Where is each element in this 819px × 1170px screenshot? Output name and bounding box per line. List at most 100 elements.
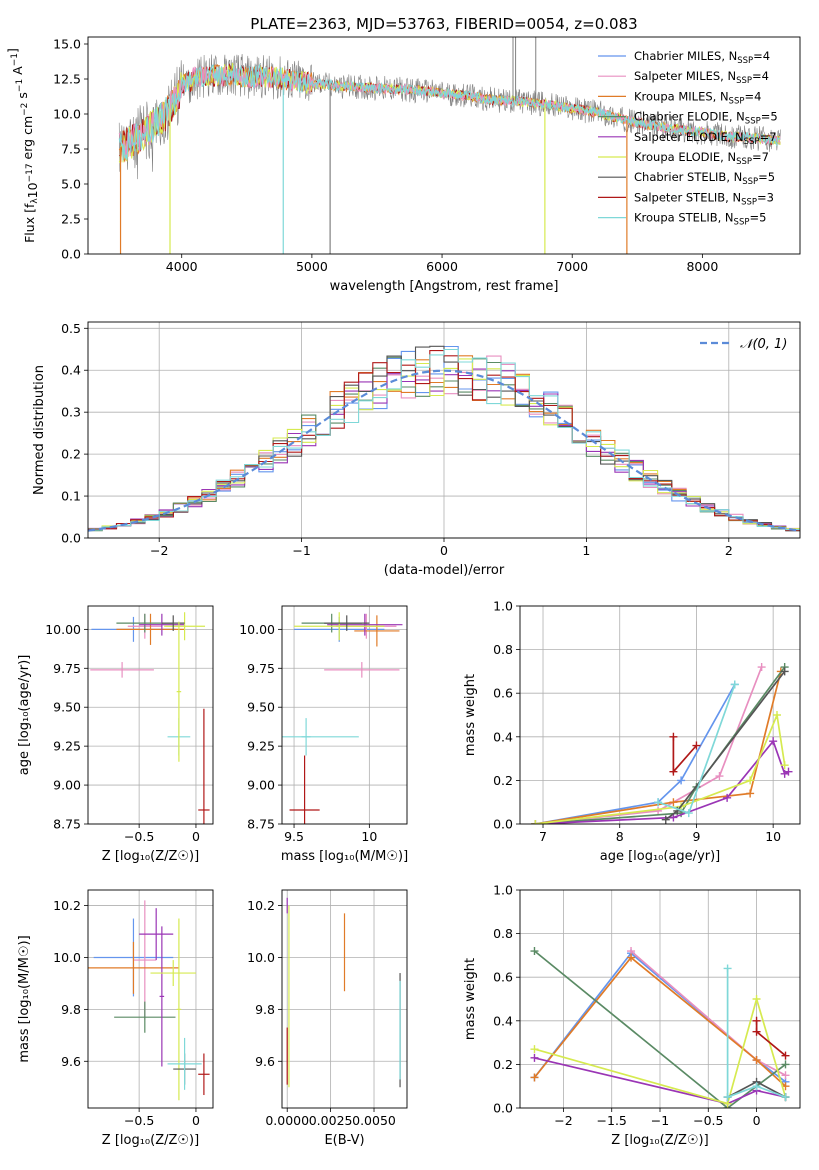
y-tick-label: 10.0 (53, 107, 81, 122)
mass-weight-point (627, 953, 636, 962)
x-tick-label: 0.0025 (309, 1113, 353, 1128)
y-axis-label: mass [log₁₀(M/M☉)] (17, 935, 32, 1062)
mass-weight-series-line (534, 1057, 786, 1105)
mass-weight-point (746, 776, 755, 785)
x-axis-label: age [log₁₀(age/yr)] (600, 849, 721, 864)
y-tick-label: 0.2 (493, 1057, 513, 1072)
y-tick-label: 1.0 (493, 599, 513, 614)
x-axis-label: wavelength [Angstrom, rest frame] (330, 279, 559, 294)
x-tick-label: −1 (292, 543, 310, 558)
y-tick-label: 0.6 (493, 970, 513, 985)
y-tick-label: 0.4 (493, 1013, 513, 1028)
y-tick-label: 9.75 (53, 661, 81, 676)
mass-weight-point (780, 761, 789, 770)
plot-area (118, 37, 781, 254)
y-tick-label: 0.0 (493, 817, 513, 832)
mass-weight-point (752, 995, 761, 1003)
x-tick-label: 1 (582, 543, 590, 558)
y-axis-label: mass weight (463, 674, 478, 756)
y-tick-label: 9.00 (247, 778, 275, 793)
y-tick-label: 5.0 (61, 177, 81, 192)
y-tick-label: 8.75 (53, 817, 81, 832)
y-tick-label: 10.0 (247, 950, 275, 965)
y-tick-label: 2.5 (61, 212, 81, 227)
x-tick-label: 0 (753, 1113, 761, 1128)
legend-label: Salpeter STELIB, NSSP=3 (634, 190, 774, 207)
mass-vs-metallicity-panel: −0.5 0 9.6 9.8 10.0 10.2 Z [log₁₀(Z/Z☉)] mass [… (17, 889, 214, 1148)
x-axis-label: Z [log₁₀(Z/Z☉)] (611, 1133, 708, 1148)
x-axis-label: Z [log₁₀(Z/Z☉)] (102, 849, 199, 864)
x-tick-label: −2 (554, 1113, 572, 1128)
x-tick-label: 8 (616, 829, 624, 844)
mass-weight-point (723, 793, 732, 802)
mass-weight-point (781, 1060, 790, 1069)
x-tick-label: 2 (725, 543, 733, 558)
mass-weight-point (715, 772, 724, 781)
mass-weight-point (752, 1056, 761, 1065)
spectrum-panel: 4000 5000 6000 7000 8000 0.0 2.5 5.0 7.5 10.0 12.5… (5, 37, 801, 294)
legend-label: Kroupa MILES, NSSP=4 (634, 89, 761, 106)
x-tick-label: 0 (192, 1113, 200, 1128)
x-axis-label: (data-model)/error (384, 563, 505, 578)
plot-area (88, 345, 800, 532)
mass-weight-point (654, 806, 663, 815)
mass-weight-point (769, 737, 778, 746)
legend-label: Salpeter ELODIE, NSSP=7 (634, 130, 777, 147)
x-tick-label: −1.5 (597, 1113, 627, 1128)
spectrum-legend: Chabrier MILES, NSSP=4 Salpeter MILES, NS… (598, 49, 778, 228)
x-tick-label: 10 (765, 829, 781, 844)
mass-weight-point (530, 947, 539, 956)
gaussian-reference-line (88, 369, 800, 532)
axes-frame (281, 889, 408, 1109)
figure-title: PLATE=2363, MJD=53763, FIBERID=0054, z=0… (250, 15, 637, 33)
axes-frame (87, 605, 214, 825)
y-tick-label: 9.25 (247, 739, 275, 754)
mass-weight-vs-metallicity-panel: −2 −1.5 −1 −0.5 0 0.0 0.2 0.4 0.6 0.8 1.0 Z [log₁₀(… (463, 883, 801, 1148)
legend-label: Kroupa ELODIE, NSSP=7 (634, 150, 769, 167)
y-tick-label: 1.0 (493, 883, 513, 898)
mass-weight-point (684, 809, 693, 818)
residual-histogram-line (88, 358, 800, 530)
y-tick-label: 0.5 (61, 321, 81, 336)
age-vs-metallicity-panel: −0.5 0 8.75 9.00 9.25 9.50 9.75 10.00 Z [log₁₀(Z… (17, 605, 214, 864)
mass-weight-series-line (535, 666, 786, 824)
mass-weight-point (781, 1051, 790, 1060)
y-tick-label: 9.6 (61, 1054, 81, 1069)
mass-vs-ebv-panel: 0.0000 0.0025 0.0050 9.6 9.8 10.0 10.2 E(B-V) (247, 889, 408, 1148)
x-tick-label: 5000 (296, 259, 328, 274)
legend-label: Kroupa STELIB, NSSP=5 (634, 211, 766, 228)
axes-frame (87, 321, 801, 539)
mass-weight-point (772, 711, 781, 719)
axes-frame (519, 889, 801, 1109)
x-tick-label: 6000 (426, 259, 458, 274)
y-axis-label: mass weight (463, 958, 478, 1040)
y-tick-label: 8.75 (247, 817, 275, 832)
mass-weight-point (669, 767, 678, 776)
x-tick-label: 7000 (556, 259, 588, 274)
axes-frame (87, 889, 214, 1109)
x-tick-label: −0.5 (693, 1113, 723, 1128)
y-tick-label: 9.50 (53, 700, 81, 715)
plot-area (282, 612, 403, 824)
legend-label: Chabrier MILES, NSSP=4 (634, 49, 770, 66)
mass-weight-point (780, 667, 789, 676)
y-tick-label: 0.0 (61, 531, 81, 546)
mass-weight-point (752, 1027, 761, 1036)
axes-frame (281, 605, 408, 825)
x-tick-label: 10 (361, 829, 377, 844)
y-tick-label: 9.8 (255, 1002, 275, 1017)
y-axis-label: Normed distribution (32, 365, 47, 495)
mass-weight-point (669, 798, 678, 807)
y-tick-label: 0.4 (493, 729, 513, 744)
mass-weight-point (530, 1053, 539, 1062)
mass-weight-point (784, 767, 793, 776)
plot-area (88, 900, 210, 1101)
y-axis-label: Flux [fλ10−17 erg cm−2 s−1 A−1] (5, 48, 40, 243)
y-tick-label: 0.3 (61, 405, 81, 420)
x-tick-label: 9 (692, 829, 700, 844)
x-tick-label: −0.5 (124, 829, 154, 844)
y-axis-label: age [log₁₀(age/yr)] (17, 655, 32, 776)
mass-weight-series-line (535, 684, 736, 824)
x-tick-label: −2 (150, 543, 168, 558)
